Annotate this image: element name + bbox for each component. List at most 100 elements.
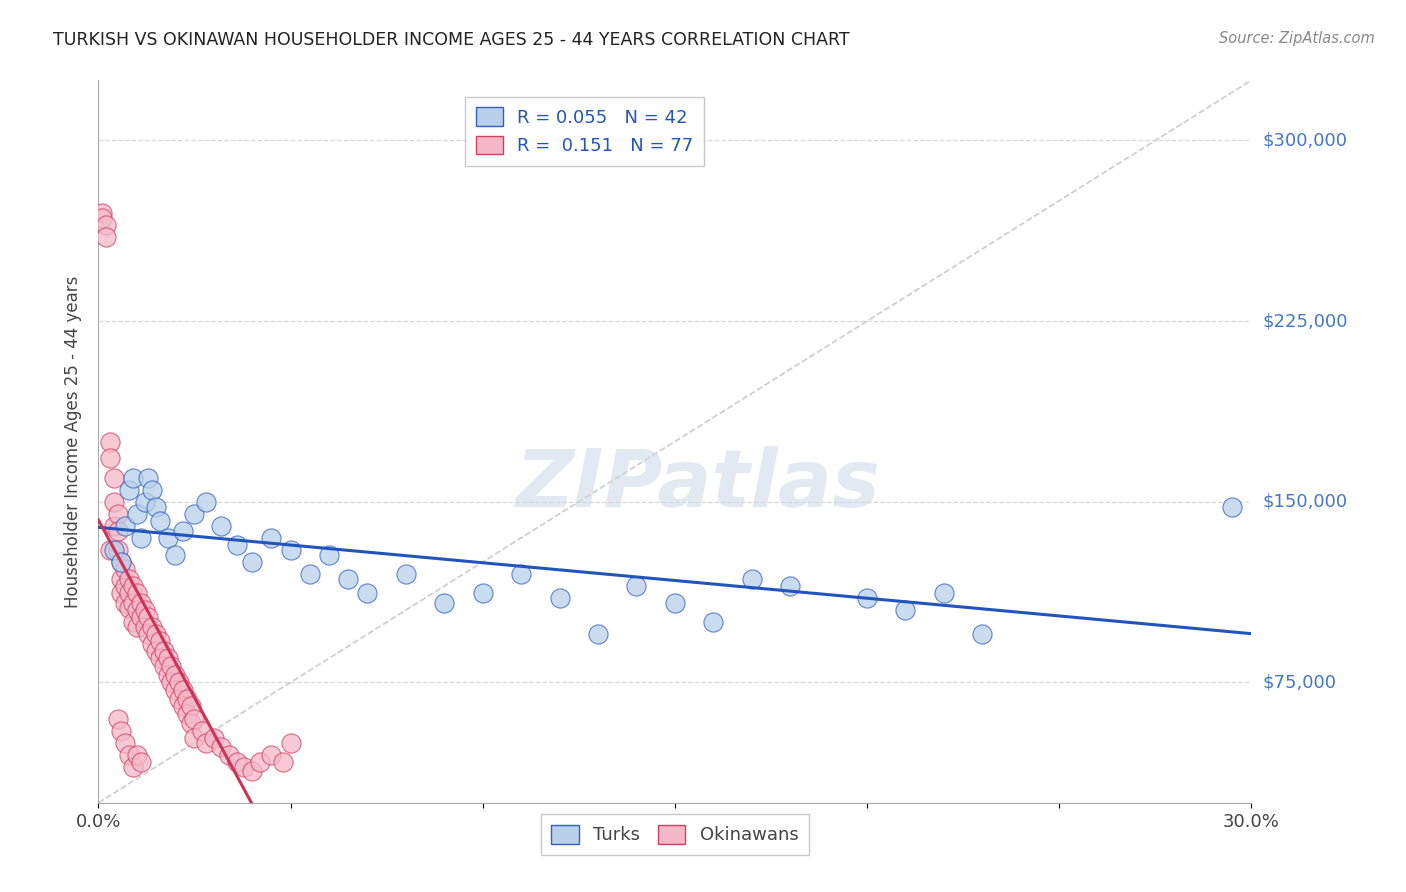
Point [209, 740, 232, 755]
Point [138, 627, 160, 641]
Point [183, 712, 205, 726]
Point [180, 716, 202, 731]
Point [1220, 500, 1243, 514]
Text: Source: ZipAtlas.com: Source: ZipAtlas.com [1219, 31, 1375, 46]
Point [114, 579, 136, 593]
Point [125, 586, 148, 600]
Point [149, 514, 172, 528]
Point [779, 579, 801, 593]
Point [176, 706, 198, 721]
Point [167, 692, 190, 706]
Point [110, 586, 132, 600]
Point [94, 218, 117, 232]
Point [149, 651, 172, 665]
Point [114, 562, 136, 576]
Point [98, 451, 121, 466]
Point [218, 747, 240, 762]
Point [471, 586, 494, 600]
Point [114, 519, 136, 533]
Text: $225,000: $225,000 [1263, 312, 1348, 330]
Point [94, 229, 117, 244]
Point [122, 471, 145, 485]
Point [260, 747, 283, 762]
Point [125, 507, 148, 521]
Point [107, 542, 129, 557]
Point [225, 755, 247, 769]
Text: $150,000: $150,000 [1263, 492, 1347, 511]
Point [103, 494, 125, 508]
Point [138, 610, 160, 624]
Point [894, 603, 917, 617]
Point [138, 471, 160, 485]
Point [932, 586, 955, 600]
Point [172, 524, 194, 538]
Point [225, 538, 247, 552]
Point [118, 586, 141, 600]
Point [160, 675, 183, 690]
Point [280, 735, 302, 749]
Point [165, 682, 187, 697]
Point [318, 548, 340, 562]
Point [122, 615, 145, 630]
Point [122, 596, 145, 610]
Point [122, 579, 145, 593]
Point [125, 603, 148, 617]
Point [271, 755, 294, 769]
Point [165, 548, 187, 562]
Point [114, 735, 136, 749]
Point [172, 699, 194, 714]
Point [280, 542, 302, 557]
Point [110, 555, 132, 569]
Text: TURKISH VS OKINAWAN HOUSEHOLDER INCOME AGES 25 - 44 YEARS CORRELATION CHART: TURKISH VS OKINAWAN HOUSEHOLDER INCOME A… [53, 31, 851, 49]
Point [180, 699, 202, 714]
Point [134, 603, 156, 617]
Legend: Turks, Okinawans: Turks, Okinawans [541, 814, 808, 855]
Point [91, 211, 114, 225]
Point [176, 692, 198, 706]
Point [107, 507, 129, 521]
Point [141, 637, 163, 651]
Point [149, 634, 172, 648]
Point [118, 483, 141, 497]
Point [125, 620, 148, 634]
Point [395, 567, 418, 582]
Point [356, 586, 378, 600]
Point [110, 723, 132, 738]
Point [134, 494, 156, 508]
Point [98, 542, 121, 557]
Point [129, 531, 152, 545]
Point [172, 682, 194, 697]
Point [134, 620, 156, 634]
Point [548, 591, 571, 606]
Point [183, 731, 205, 745]
Point [129, 596, 152, 610]
Point [145, 644, 167, 658]
Point [183, 507, 205, 521]
Point [152, 644, 174, 658]
Text: $75,000: $75,000 [1263, 673, 1337, 691]
Point [129, 610, 152, 624]
Point [103, 471, 125, 485]
Point [103, 519, 125, 533]
Point [129, 755, 152, 769]
Point [195, 735, 218, 749]
Point [167, 675, 190, 690]
Point [156, 531, 179, 545]
Point [103, 542, 125, 557]
Point [160, 658, 183, 673]
Point [191, 723, 214, 738]
Point [141, 620, 163, 634]
Point [741, 572, 763, 586]
Point [110, 555, 132, 569]
Point [152, 658, 174, 673]
Point [145, 627, 167, 641]
Point [240, 555, 263, 569]
Point [114, 596, 136, 610]
Point [122, 760, 145, 774]
Point [664, 596, 686, 610]
Point [856, 591, 879, 606]
Point [156, 651, 179, 665]
Point [98, 434, 121, 449]
Point [233, 760, 256, 774]
Point [260, 531, 283, 545]
